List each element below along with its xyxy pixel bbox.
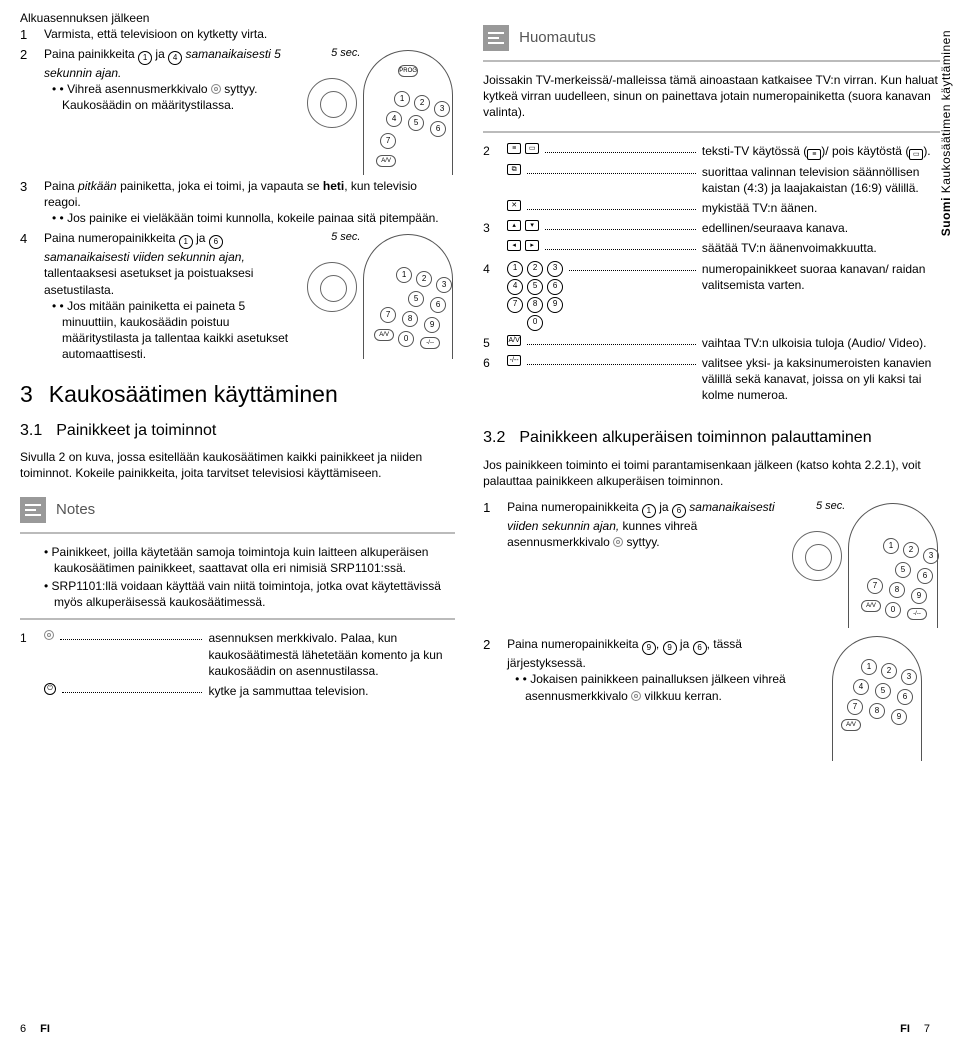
row-5: 5 A/V vaihtaa TV:n ulkoisia tuloja (Audi… — [483, 335, 940, 355]
note-icon — [483, 25, 509, 51]
remote-diagram-4: 1 2 3 4 5 6 7 8 9 A/V — [792, 636, 940, 756]
key-1-icon: 1 — [179, 235, 193, 249]
key-1-icon: 1 — [642, 504, 656, 518]
vol-down-icon: ◂ — [507, 240, 521, 251]
led-icon — [211, 84, 221, 94]
para-3-2: Jos painikkeen toiminto ei toimi paranta… — [483, 457, 940, 489]
left-title: Alkuasennuksen jälkeen — [20, 10, 455, 26]
remote-diagram-2: 5 sec. 1 2 3 5 6 7 8 9 A/V 0 -/-- — [307, 230, 455, 360]
step-2: 2 5 sec. PROG 1 2 3 4 5 6 7 A/V — [20, 46, 455, 176]
key-6-icon: 6 — [672, 504, 686, 518]
huomautus-header: Huomautus — [483, 24, 940, 52]
row-2: 2 ≡ ▭ teksti-TV käytössä (≡)/ pois käytö… — [483, 143, 940, 221]
key-9-icon: 9 — [642, 641, 656, 655]
note-icon — [20, 497, 46, 523]
heading-3-1: 3.1 Painikkeet ja toiminnot — [20, 420, 455, 442]
step-2-body: 5 sec. PROG 1 2 3 4 5 6 7 A/V Paina pain… — [44, 46, 455, 176]
mute-icon: ✕ — [507, 200, 521, 211]
led-icon — [613, 537, 623, 547]
key-6-icon: 6 — [693, 641, 707, 655]
step-4: 4 5 sec. 1 2 3 5 6 7 8 9 A/V 0 — [20, 230, 455, 364]
step-1: 1 Varmista, että televisioon on kytketty… — [20, 26, 455, 44]
prog-down-icon: ▴ — [507, 220, 521, 231]
r-step-2: 2 1 2 3 4 5 6 7 8 9 A/V P — [483, 636, 940, 756]
page-footer: 6FI FI7 — [20, 1022, 930, 1037]
key-1-icon: 1 — [138, 51, 152, 65]
r-step-1: 1 5 sec. 1 2 3 5 6 7 8 9 A/V 0 — [483, 499, 940, 634]
prog-up-icon: ▾ — [525, 220, 539, 231]
heading-3: 3 Kaukosäätimen käyttäminen — [20, 379, 455, 410]
row-3: 3 ▴ ▾ edellinen/seuraava kanava. ◂ ▸ sää… — [483, 220, 940, 260]
side-tab: Suomi Kaukosäätimen käyttäminen — [938, 30, 954, 258]
para-3-1: Sivulla 2 on kuva, jossa esitellään kauk… — [20, 449, 455, 481]
remote-diagram-3: 5 sec. 1 2 3 5 6 7 8 9 A/V 0 -/-- — [792, 499, 940, 634]
row-6: 6 -/-- valitsee yksi- ja kaksinumeroiste… — [483, 355, 940, 408]
key-9-icon: 9 — [663, 641, 677, 655]
teletext-icon: ≡ — [507, 143, 521, 154]
divider — [20, 618, 455, 620]
table-1: 1 asennuksen merkkivalo. Palaa, kun kauk… — [20, 630, 455, 703]
heading-3-2: 3.2 Painikkeen alkuperäisen toiminnon pa… — [483, 427, 940, 449]
side-section: Kaukosäätimen käyttäminen — [939, 30, 953, 193]
led-icon — [631, 691, 641, 701]
notes-header: Notes — [20, 496, 455, 524]
led-icon — [44, 630, 54, 640]
av-icon: A/V — [507, 335, 521, 346]
step-3: 3 Paina pitkään painiketta, joka ei toim… — [20, 178, 455, 229]
side-lang: Suomi — [939, 197, 953, 236]
huomautus-body: Joissakin TV-merkeissä/-malleissa tämä a… — [483, 72, 940, 121]
aspect-icon: ⧉ — [507, 164, 521, 175]
step-1-num: 1 — [20, 26, 34, 44]
remote-diagram-1: 5 sec. PROG 1 2 3 4 5 6 7 A/V — [307, 46, 455, 176]
key-6-icon: 6 — [209, 235, 223, 249]
tv-icon: ▭ — [525, 143, 539, 154]
key-4-icon: 4 — [168, 51, 182, 65]
digits-icon: -/-- — [507, 355, 521, 366]
notes-item-2: SRP1101:llä voidaan käyttää vain niitä t… — [54, 578, 455, 610]
vol-up-icon: ▸ — [525, 240, 539, 251]
right-column: Huomautus Joissakin TV-merkeissä/-mallei… — [483, 10, 940, 758]
keypad-icon: 123 456 789 0 — [507, 261, 563, 331]
step-2-num: 2 — [20, 46, 34, 176]
notes-item-1: Painikkeet, joilla käytetään samoja toim… — [54, 544, 455, 576]
row-4: 4 123 456 789 0 numeropainikkeet suoraa … — [483, 261, 940, 335]
power-icon: ⏻ — [44, 683, 56, 695]
left-column: Alkuasennuksen jälkeen 1 Varmista, että … — [20, 10, 455, 758]
divider — [20, 532, 455, 534]
step-1-body: Varmista, että televisioon on kytketty v… — [44, 26, 455, 44]
